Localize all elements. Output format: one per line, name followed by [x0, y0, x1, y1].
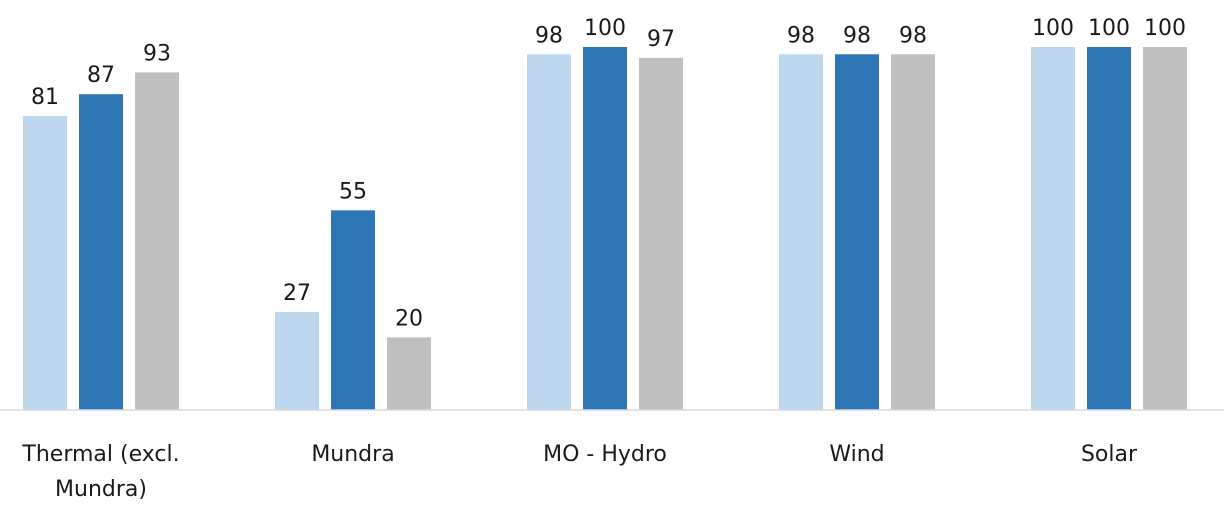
data-label-0-1: 87 — [87, 63, 115, 88]
category-label-line: MO - Hydro — [543, 442, 667, 467]
category-labels-layer: Thermal (excl. Mundra) Mundra MO - Hydro Win… — [21, 442, 1138, 502]
data-label-2-1: 100 — [584, 16, 626, 41]
category-label-2: MO - Hydro — [543, 442, 667, 467]
bar-3-1 — [835, 54, 879, 410]
bar-3-2 — [891, 54, 935, 410]
category-label-line: Wind — [829, 442, 884, 467]
bar-1-0 — [275, 311, 319, 410]
data-label-3-2: 98 — [899, 23, 927, 48]
data-label-0-0: 81 — [31, 85, 59, 110]
data-label-4-0: 100 — [1032, 16, 1074, 41]
bar-1-1 — [331, 210, 375, 410]
bar-0-0 — [23, 115, 67, 410]
bar-4-1 — [1087, 47, 1131, 410]
category-label-0: Thermal (excl. Mundra) — [21, 442, 179, 502]
category-label-line: Mundra) — [55, 477, 147, 502]
bar-3-0 — [779, 54, 823, 410]
bar-0-2 — [135, 72, 179, 410]
data-label-1-0: 27 — [283, 281, 311, 306]
category-label-4: Solar — [1081, 442, 1138, 467]
value-labels-layer: 81 87 93 27 55 20 98 100 97 98 98 98 100 100 100 — [31, 16, 1186, 331]
data-label-3-1: 98 — [843, 23, 871, 48]
category-label-line: Solar — [1081, 442, 1138, 467]
bar-4-2 — [1143, 47, 1187, 410]
bar-2-2 — [639, 57, 683, 410]
bar-2-1 — [583, 47, 627, 410]
category-label-line: Mundra — [311, 442, 394, 467]
category-label-1: Mundra — [311, 442, 394, 467]
category-label-line: Thermal (excl. — [21, 442, 179, 467]
data-label-1-1: 55 — [339, 179, 367, 204]
bar-4-0 — [1031, 47, 1075, 410]
bars-layer — [23, 47, 1187, 410]
data-label-4-1: 100 — [1088, 16, 1130, 41]
bar-0-1 — [79, 94, 123, 410]
data-label-3-0: 98 — [787, 23, 815, 48]
bar-1-2 — [387, 337, 431, 410]
data-label-0-2: 93 — [143, 41, 171, 66]
data-label-4-2: 100 — [1144, 16, 1186, 41]
bar-2-0 — [527, 54, 571, 410]
data-label-1-2: 20 — [395, 306, 423, 331]
category-label-3: Wind — [829, 442, 884, 467]
data-label-2-0: 98 — [535, 23, 563, 48]
data-label-2-2: 97 — [647, 27, 675, 52]
